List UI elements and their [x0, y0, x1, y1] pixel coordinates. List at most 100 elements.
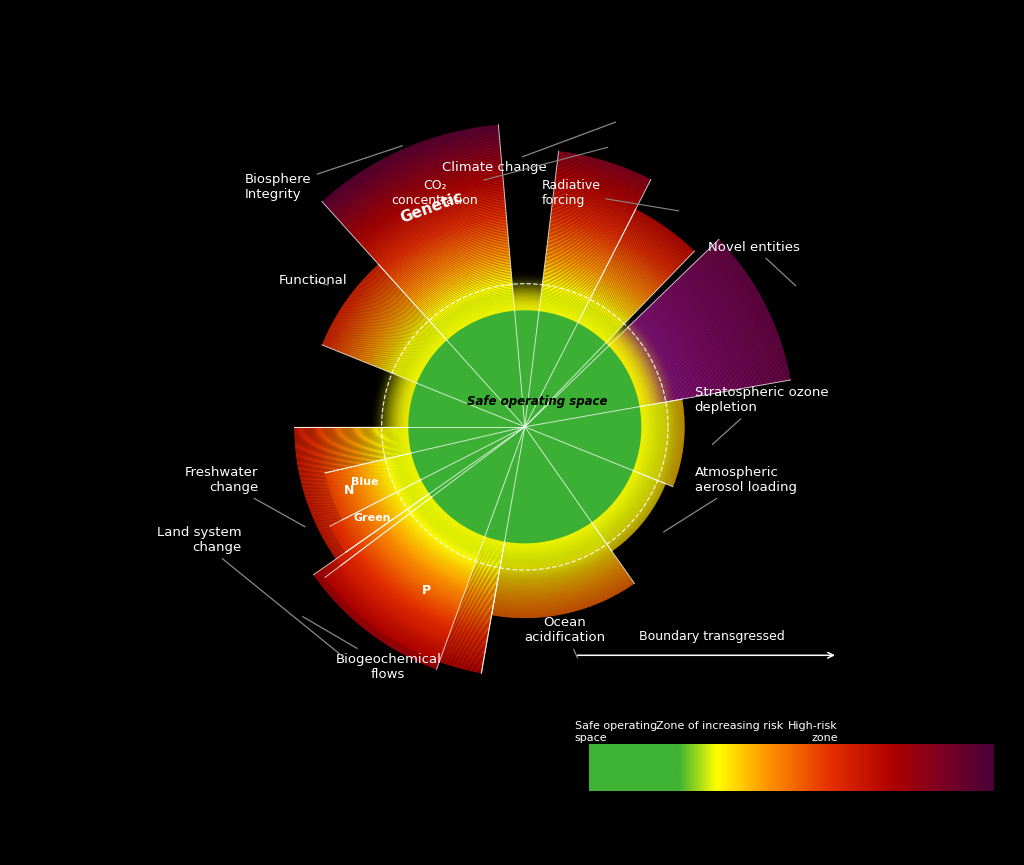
Polygon shape — [372, 426, 403, 519]
Polygon shape — [380, 535, 494, 605]
Polygon shape — [693, 263, 757, 386]
Polygon shape — [552, 202, 628, 226]
Polygon shape — [387, 222, 507, 275]
Polygon shape — [335, 560, 445, 645]
Polygon shape — [636, 406, 645, 471]
Polygon shape — [423, 275, 512, 315]
Polygon shape — [656, 402, 667, 480]
Polygon shape — [632, 215, 690, 257]
Polygon shape — [558, 158, 648, 187]
Polygon shape — [667, 400, 678, 484]
Polygon shape — [543, 278, 593, 294]
Polygon shape — [600, 278, 641, 307]
Polygon shape — [431, 287, 513, 324]
Polygon shape — [389, 292, 660, 562]
Polygon shape — [694, 262, 758, 386]
Polygon shape — [357, 544, 455, 619]
Polygon shape — [395, 234, 508, 284]
Polygon shape — [548, 238, 611, 259]
Polygon shape — [377, 426, 408, 516]
Polygon shape — [558, 155, 649, 184]
Polygon shape — [346, 283, 396, 355]
Polygon shape — [502, 535, 601, 559]
Polygon shape — [348, 285, 397, 356]
Polygon shape — [349, 467, 366, 509]
Polygon shape — [598, 282, 638, 311]
Polygon shape — [408, 454, 419, 482]
Polygon shape — [593, 471, 635, 524]
Polygon shape — [616, 247, 666, 282]
Polygon shape — [375, 461, 388, 497]
Polygon shape — [558, 154, 649, 183]
Polygon shape — [366, 299, 411, 362]
Polygon shape — [379, 501, 391, 521]
Polygon shape — [378, 208, 506, 265]
Polygon shape — [540, 306, 581, 319]
Polygon shape — [374, 503, 387, 524]
Polygon shape — [494, 575, 629, 608]
Polygon shape — [358, 542, 456, 618]
Polygon shape — [502, 534, 600, 558]
Polygon shape — [402, 329, 437, 378]
Polygon shape — [351, 466, 368, 508]
Polygon shape — [592, 471, 634, 523]
Polygon shape — [672, 284, 728, 391]
Polygon shape — [501, 538, 603, 563]
Polygon shape — [631, 218, 688, 259]
Polygon shape — [582, 313, 613, 336]
Polygon shape — [393, 321, 430, 374]
Polygon shape — [364, 426, 397, 524]
Polygon shape — [551, 211, 624, 234]
Polygon shape — [414, 503, 479, 554]
Polygon shape — [498, 556, 615, 585]
Polygon shape — [396, 324, 432, 375]
Polygon shape — [654, 402, 665, 479]
Polygon shape — [389, 522, 468, 583]
Polygon shape — [376, 539, 493, 611]
Polygon shape — [611, 484, 666, 551]
Polygon shape — [655, 300, 705, 395]
Polygon shape — [556, 174, 640, 201]
Polygon shape — [353, 514, 368, 537]
Polygon shape — [605, 268, 648, 299]
Polygon shape — [330, 271, 385, 349]
Polygon shape — [344, 519, 358, 543]
Polygon shape — [502, 534, 600, 558]
Polygon shape — [341, 554, 449, 638]
Polygon shape — [411, 257, 510, 301]
Polygon shape — [690, 266, 753, 387]
Polygon shape — [338, 557, 447, 642]
Polygon shape — [433, 291, 513, 326]
Polygon shape — [635, 407, 644, 471]
Polygon shape — [628, 223, 683, 263]
Polygon shape — [394, 457, 407, 488]
Polygon shape — [684, 272, 744, 388]
Polygon shape — [614, 250, 663, 285]
Polygon shape — [636, 406, 645, 472]
Polygon shape — [642, 405, 652, 474]
Polygon shape — [422, 498, 482, 545]
Polygon shape — [419, 506, 502, 557]
Polygon shape — [355, 291, 402, 359]
Polygon shape — [398, 325, 434, 376]
Polygon shape — [372, 541, 492, 615]
Polygon shape — [443, 306, 514, 338]
Polygon shape — [431, 497, 505, 542]
Polygon shape — [435, 294, 513, 329]
Polygon shape — [658, 297, 709, 394]
Polygon shape — [637, 317, 680, 400]
Polygon shape — [593, 292, 630, 319]
Polygon shape — [425, 497, 483, 541]
Polygon shape — [352, 288, 400, 357]
Polygon shape — [438, 298, 514, 332]
Polygon shape — [712, 246, 781, 381]
Polygon shape — [366, 508, 379, 529]
Polygon shape — [389, 496, 400, 514]
Polygon shape — [541, 294, 586, 309]
Polygon shape — [336, 275, 389, 350]
Polygon shape — [501, 542, 606, 568]
Polygon shape — [718, 240, 791, 381]
Polygon shape — [361, 296, 408, 362]
Polygon shape — [646, 309, 692, 398]
Polygon shape — [547, 248, 606, 268]
